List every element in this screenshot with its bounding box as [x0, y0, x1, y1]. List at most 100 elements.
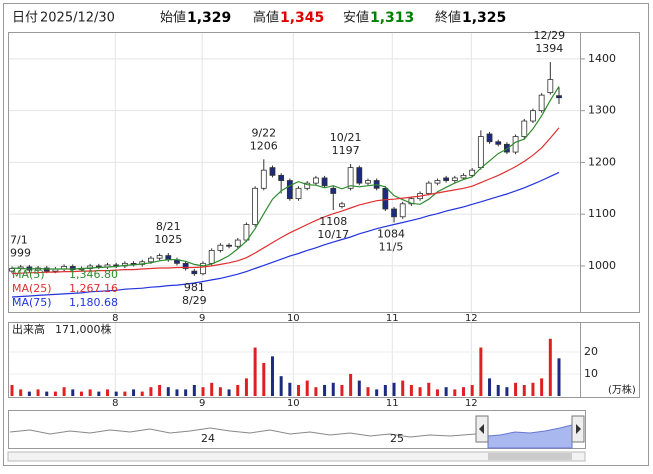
date-label: 日付 [12, 11, 38, 26]
quote-value: 1,329 [187, 10, 231, 26]
candle-body [391, 208, 397, 218]
volume-bar [375, 389, 379, 396]
candle-body [321, 177, 328, 187]
price-panel [8, 32, 640, 313]
moving-average-line [11, 171, 560, 298]
annotation-value: 999 [10, 246, 31, 259]
volume-bar [357, 380, 361, 396]
volume-bar [305, 380, 309, 396]
candle-body [434, 180, 441, 184]
legend-label: MA(5) [12, 268, 45, 281]
volume-bar [97, 391, 101, 396]
volume-bar [514, 382, 518, 396]
volume-bar [253, 347, 257, 396]
x-tick-label: 11 [386, 398, 399, 409]
volume-bar [71, 389, 75, 396]
volume-bar [401, 380, 405, 396]
legend-value: 1,180.68 [69, 296, 118, 309]
candle-body [486, 133, 493, 143]
volume-bar [158, 384, 162, 396]
candle-body [148, 257, 154, 263]
y-tick-label: 1300 [588, 104, 616, 117]
scrollbar-thumb[interactable] [488, 453, 572, 460]
y-tick-label: 10 [584, 367, 598, 380]
volume-bar [36, 389, 40, 396]
candle-body [252, 187, 259, 225]
annotation-value: 1108 [319, 215, 347, 228]
annotation-date: 9/22 [251, 126, 276, 139]
volume-bar [496, 384, 500, 396]
x-tick-label: 11 [386, 313, 399, 324]
candle-body [191, 270, 198, 275]
volume-bar [175, 389, 179, 396]
candle-body [330, 187, 337, 194]
candle-body [217, 244, 224, 251]
x-tick-label: 9 [199, 313, 205, 324]
volume-bar [79, 391, 83, 396]
annotation-date: 8/21 [156, 220, 181, 233]
candle-body [504, 143, 510, 153]
volume-bar [427, 382, 431, 396]
candle-body [495, 141, 502, 145]
navigator-label: 25 [390, 432, 404, 445]
candle-body [530, 110, 536, 122]
quote-label: 終値 [435, 10, 461, 26]
volume-bar [201, 387, 205, 396]
legend-label: MA(25) [12, 282, 52, 295]
volume-panel [8, 322, 640, 398]
volume-bar [479, 347, 483, 396]
handle-arrow [576, 424, 581, 434]
annotation-date: 10/17 [317, 228, 349, 241]
volume-bar [218, 387, 222, 396]
volume-bar [331, 382, 335, 396]
x-tick-label: 8 [112, 398, 118, 409]
volume-bar [53, 391, 57, 396]
volume-bar [531, 382, 535, 396]
candle-body [234, 239, 241, 247]
candle-body [477, 136, 484, 169]
y-tick-label: 20 [584, 345, 598, 358]
candle-body [451, 177, 458, 181]
volume-bar [435, 389, 439, 396]
annotation-value: 1206 [250, 139, 278, 152]
legend-box [10, 266, 122, 311]
quote-label: 高値 [253, 10, 279, 26]
volume-bar [522, 384, 526, 396]
volume-bar [288, 382, 292, 396]
annotation-date: 10/21 [330, 131, 362, 144]
volume-bar [340, 384, 344, 396]
quote-label: 始値 [160, 10, 186, 26]
annotation-value: 1197 [332, 144, 360, 157]
volume-bar [210, 382, 214, 396]
volume-bar [557, 358, 561, 396]
candle-body [182, 262, 189, 269]
candle-body [312, 177, 319, 184]
navigator-window [487, 424, 573, 449]
navigator-line [9, 427, 477, 438]
candle-body [304, 182, 311, 189]
volume-bar [140, 391, 144, 396]
annotation-value: 1394 [535, 42, 563, 55]
volume-bar [270, 356, 274, 396]
quote-value: 1,325 [462, 10, 506, 26]
volume-bar [366, 387, 370, 396]
moving-average-line [11, 127, 560, 275]
volume-bar [297, 384, 301, 396]
volume-bar [149, 387, 153, 396]
volume-bar [349, 373, 353, 396]
volume-bar [540, 378, 544, 396]
volume-bar [444, 387, 448, 396]
x-tick-label: 12 [465, 313, 478, 324]
volume-bar [418, 387, 422, 396]
volume-bar [123, 391, 127, 396]
volume-bar [453, 389, 457, 396]
candle-body [469, 169, 476, 176]
scrollbar[interactable] [7, 451, 586, 462]
volume-bar [114, 391, 118, 396]
x-tick-label: 9 [199, 398, 205, 409]
candle-body [156, 255, 163, 259]
legend-value: 1,267.16 [69, 282, 118, 295]
volume-bar [409, 384, 413, 396]
annotation-value: 1084 [377, 227, 405, 240]
candle-body [226, 244, 232, 247]
